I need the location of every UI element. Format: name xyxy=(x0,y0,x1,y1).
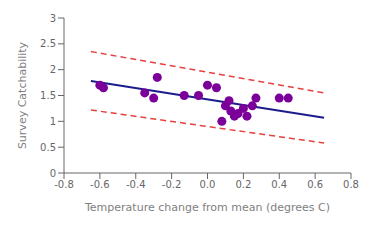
svg-text:-0.6: -0.6 xyxy=(90,179,110,190)
svg-text:3: 3 xyxy=(50,13,56,24)
svg-text:2.5: 2.5 xyxy=(40,38,56,49)
svg-text:1.5: 1.5 xyxy=(40,90,56,101)
svg-text:Survey Catchability: Survey Catchability xyxy=(16,41,29,149)
svg-text:0.4: 0.4 xyxy=(271,179,287,190)
svg-text:-0.8: -0.8 xyxy=(54,179,74,190)
svg-text:0.2: 0.2 xyxy=(235,179,251,190)
svg-text:1: 1 xyxy=(50,116,56,127)
svg-text:0.6: 0.6 xyxy=(307,179,323,190)
svg-text:0.0: 0.0 xyxy=(200,179,216,190)
svg-text:0: 0 xyxy=(50,168,56,179)
svg-text:Temperature change from mean (: Temperature change from mean (degrees C) xyxy=(84,201,330,214)
svg-text:-0.4: -0.4 xyxy=(126,179,146,190)
svg-text:0.8: 0.8 xyxy=(343,179,359,190)
svg-text:2: 2 xyxy=(50,64,56,75)
svg-text:0.5: 0.5 xyxy=(40,142,56,153)
svg-text:-0.2: -0.2 xyxy=(162,179,182,190)
